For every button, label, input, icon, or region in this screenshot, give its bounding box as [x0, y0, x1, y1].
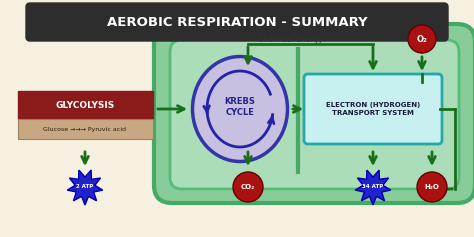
Text: O₂: O₂: [417, 35, 428, 44]
FancyBboxPatch shape: [18, 119, 153, 139]
Text: CO₂: CO₂: [241, 184, 255, 190]
FancyBboxPatch shape: [154, 24, 474, 203]
Text: 2 ATP: 2 ATP: [76, 184, 94, 190]
Text: KREBS
CYCLE: KREBS CYCLE: [225, 97, 255, 117]
Ellipse shape: [192, 56, 288, 161]
FancyBboxPatch shape: [170, 40, 459, 189]
Text: GLYCOLYSIS: GLYCOLYSIS: [55, 100, 115, 109]
Text: AEROBIC RESPIRATION - SUMMARY: AEROBIC RESPIRATION - SUMMARY: [107, 15, 367, 28]
FancyBboxPatch shape: [304, 74, 442, 144]
Polygon shape: [67, 170, 103, 205]
FancyBboxPatch shape: [18, 91, 153, 119]
Text: ELECTRON (HYDROGEN)
TRANSPORT SYSTEM: ELECTRON (HYDROGEN) TRANSPORT SYSTEM: [326, 102, 420, 116]
Text: 34 ATP: 34 ATP: [363, 184, 383, 190]
Polygon shape: [356, 170, 391, 205]
FancyBboxPatch shape: [26, 3, 448, 41]
Text: Chemical energy: Chemical energy: [258, 35, 322, 44]
Text: H₂O: H₂O: [425, 184, 439, 190]
Circle shape: [233, 172, 263, 202]
Circle shape: [417, 172, 447, 202]
Text: Glucose →→→ Pyruvic acid: Glucose →→→ Pyruvic acid: [44, 127, 127, 132]
Circle shape: [408, 25, 436, 53]
